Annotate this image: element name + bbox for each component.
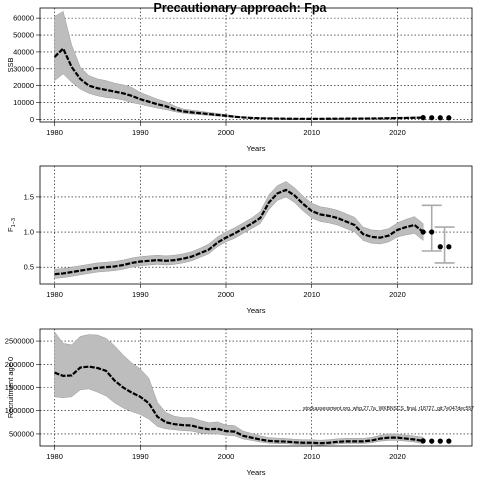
x-tick-label-1: 1990: [132, 128, 149, 137]
x-tick-label-0: 1980: [46, 128, 63, 137]
projection-point-0: [420, 438, 426, 444]
y-tick-label-2: 1500000: [5, 383, 34, 392]
projection-point-3: [446, 438, 452, 444]
x-tick-label-4: 2020: [389, 128, 406, 137]
x-tick-label-0: 1980: [46, 452, 63, 461]
y-tick-label-4: 40000: [13, 47, 34, 56]
x-tick-label-2: 2000: [218, 290, 235, 299]
projection-point-2: [437, 244, 443, 250]
projection-point-1: [429, 438, 435, 444]
projection-point-3: [446, 115, 452, 121]
estimate-line: [54, 365, 424, 445]
x-tick-label-4: 2020: [389, 452, 406, 461]
y-tick-label-6: 60000: [13, 14, 34, 23]
x-tick-label-3: 2010: [303, 452, 320, 461]
y-tick-label-1: 1.0: [24, 228, 34, 237]
projection-point-1: [429, 115, 435, 121]
y-tick-label-3: 30000: [13, 64, 34, 73]
x-tick-label-3: 2010: [303, 128, 320, 137]
x-tick-label-1: 1990: [132, 290, 149, 299]
x-tick-label-2: 2000: [218, 452, 235, 461]
estimate-line: [54, 188, 424, 276]
projection-point-0: [420, 229, 426, 235]
y-axis-label: SSB: [6, 57, 15, 72]
y-tick-label-3: 2000000: [5, 360, 34, 369]
chart-panel-3: 1980 1990 2000 2010 2020 500000 1000000 1500000…: [5, 328, 473, 477]
x-tick-label-0: 1980: [46, 290, 63, 299]
chart-panel-2: 1980 1990 2000 2010 2020 0.5 1.0 1.5 Years F1−3: [6, 165, 473, 315]
y-tick-label-1: 1000000: [5, 406, 34, 415]
x-axis-label: Years: [247, 468, 266, 477]
y-axis-label: F1−3: [6, 218, 17, 232]
y-tick-label-0: 500000: [9, 429, 34, 438]
y-tick-label-0: 0: [30, 115, 34, 124]
x-axis-label: Years: [247, 144, 266, 153]
projection-point-2: [437, 438, 443, 444]
y-axis-label-subscript: 1−3: [11, 218, 17, 227]
y-axis-label: Recruitment age 0: [6, 357, 15, 418]
projection-point-3: [446, 244, 452, 250]
y-tick-label-2: 1.5: [24, 192, 34, 201]
confidence-band: [54, 10, 424, 120]
confidence-band: [54, 331, 424, 446]
footnote: stockassessment.org, whg.27.7a_WKBNSCS_f…: [303, 406, 474, 412]
x-tick-label-1: 1990: [132, 452, 149, 461]
y-tick-label-1: 10000: [13, 98, 34, 107]
projection-point-2: [437, 115, 443, 121]
projection-point-0: [420, 115, 426, 121]
plot-frame: [39, 7, 473, 123]
estimate-line: [53, 46, 424, 120]
projection-point-1: [429, 229, 435, 235]
chart-panel-1: 1980 1990 2000 2010 2020 0 10000 20000 30000 4000…: [6, 7, 473, 153]
y-tick-label-4: 2500000: [5, 337, 34, 346]
x-axis-label: Years: [247, 306, 266, 315]
y-tick-label-0: 0.5: [24, 263, 34, 272]
x-tick-label-2: 2000: [218, 128, 235, 137]
x-tick-label-4: 2020: [389, 290, 406, 299]
x-tick-label-3: 2010: [303, 290, 320, 299]
y-tick-label-2: 20000: [13, 81, 34, 90]
y-tick-label-5: 50000: [13, 31, 34, 40]
plot-frame: [39, 165, 473, 285]
